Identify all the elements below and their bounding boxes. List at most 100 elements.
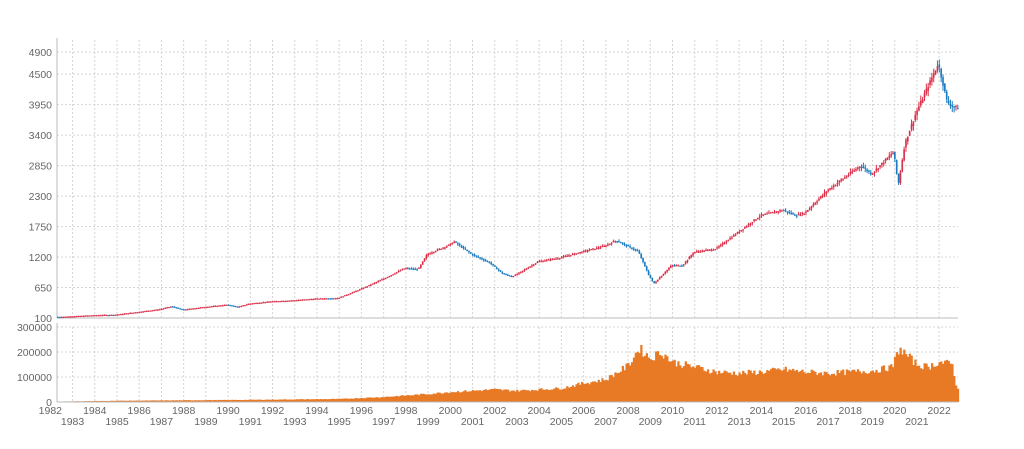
volume-bar — [610, 375, 613, 402]
candle-body — [384, 277, 387, 280]
volume-bar — [849, 371, 852, 402]
volume-bar — [379, 397, 382, 402]
candle-body — [140, 311, 143, 313]
candle-body — [268, 301, 270, 303]
x-tick-label: 1992 — [261, 405, 285, 417]
volume-bar — [479, 390, 482, 402]
candle-body — [231, 305, 233, 307]
candle-body — [821, 195, 824, 197]
volume-bar — [943, 360, 947, 402]
volume-bar — [125, 400, 128, 402]
candle-body — [462, 246, 465, 248]
volume-bar — [349, 398, 352, 402]
volume-bar — [456, 391, 460, 402]
volume-bar — [281, 399, 284, 402]
candle-body — [453, 241, 456, 243]
x-tick-label: 1988 — [172, 405, 196, 417]
candle-body — [297, 299, 300, 302]
candle-body — [531, 265, 533, 267]
volume-bar — [140, 400, 143, 402]
candle-body — [869, 172, 872, 175]
volume-bar — [471, 390, 475, 402]
volume-bar — [823, 371, 826, 402]
candle-body — [658, 277, 661, 280]
candle-body — [408, 268, 411, 270]
candle-body — [149, 310, 152, 312]
candle-body — [482, 259, 485, 261]
volume-bar — [603, 380, 606, 402]
candle-body — [144, 310, 146, 313]
candle-body — [871, 173, 874, 175]
x-tick-label: 1995 — [328, 416, 352, 428]
candle-body — [779, 210, 781, 212]
volume-bar — [497, 389, 500, 402]
volume-bar — [753, 370, 756, 402]
candle-body — [232, 305, 235, 307]
volume-tick-label: 300000 — [17, 322, 52, 334]
candle-body — [349, 293, 352, 295]
volume-bar — [573, 386, 576, 402]
candle-body — [923, 93, 926, 98]
candle-body — [123, 313, 126, 315]
volume-bar — [129, 400, 132, 402]
candle-body — [612, 241, 615, 243]
volume-bar — [745, 374, 749, 402]
volume-bar — [427, 394, 430, 402]
volume-bar — [205, 400, 208, 402]
candle-body — [744, 227, 746, 229]
volume-bar — [393, 396, 397, 402]
volume-bar — [106, 400, 110, 402]
volume-bar — [660, 355, 663, 402]
candle-body — [173, 306, 176, 308]
candle-body — [429, 253, 431, 255]
candle-body — [205, 306, 207, 309]
candle-body — [719, 244, 722, 247]
volume-bar — [503, 389, 506, 402]
volume-bar — [525, 390, 528, 402]
volume-bar — [832, 373, 836, 402]
candle-body — [168, 307, 170, 309]
candle-body — [475, 255, 478, 257]
candle-body — [60, 316, 63, 319]
volume-bar — [860, 373, 863, 402]
candle-body — [521, 270, 524, 272]
candle-body — [270, 301, 272, 303]
candle-body — [695, 251, 698, 253]
volume-bar — [153, 400, 156, 402]
volume-bar — [662, 358, 665, 402]
volume-bar — [294, 399, 297, 402]
candle-body — [471, 253, 474, 256]
volume-bar — [94, 400, 97, 402]
x-tick-label: 2003 — [505, 416, 529, 428]
candle-body — [105, 314, 107, 317]
volume-bar — [901, 354, 904, 402]
x-tick-label: 2010 — [661, 405, 685, 417]
volume-bar — [949, 363, 952, 402]
volume-bar — [360, 398, 363, 402]
candle-body — [392, 274, 394, 276]
candle-body — [844, 177, 846, 179]
volume-bar — [256, 399, 260, 402]
candle-body — [858, 166, 861, 168]
candle-body — [875, 168, 878, 171]
volume-bar — [436, 392, 439, 402]
candle-body — [766, 213, 768, 215]
candle-body — [731, 237, 733, 239]
candle-body — [536, 261, 539, 263]
volume-bar — [164, 400, 167, 402]
x-tick-label: 1984 — [83, 405, 107, 417]
candle-body — [420, 264, 422, 268]
volume-bar — [842, 369, 845, 402]
volume-bar — [273, 399, 276, 402]
volume-bar — [808, 373, 812, 402]
volume-bar — [747, 369, 750, 402]
price-tick-label: 3400 — [29, 130, 53, 142]
candle-body — [377, 281, 380, 283]
volume-bar — [95, 400, 99, 402]
candle-body — [708, 249, 711, 251]
candle-body — [490, 262, 493, 265]
candle-body — [782, 210, 785, 212]
candle-body — [266, 301, 268, 303]
candle-body — [710, 249, 713, 252]
candle-body — [195, 308, 198, 310]
